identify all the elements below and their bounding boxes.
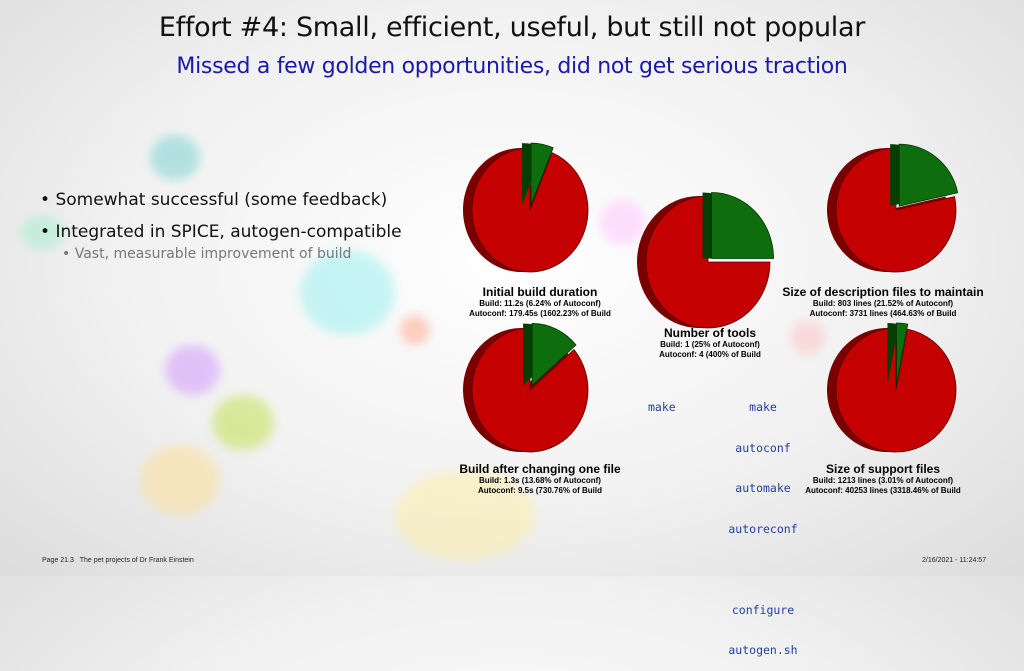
pie-initial-build bbox=[462, 142, 589, 273]
sub-bullet-item: Vast, measurable improvement of build bbox=[62, 246, 460, 262]
chart-label-autoconf: Autoconf: 4 (400% of Build bbox=[659, 350, 761, 359]
background-decoration bbox=[150, 135, 200, 180]
slide-subtitle: Missed a few golden opportunities, did n… bbox=[176, 54, 848, 79]
caption-support-files: Size of support files Build: 1213 lines … bbox=[780, 462, 986, 496]
pie-slice-autoconf bbox=[645, 195, 771, 329]
chart-title: Number of tools bbox=[664, 326, 756, 340]
tool-name: make bbox=[648, 400, 676, 414]
tool-name: autoconf bbox=[735, 440, 791, 455]
bullet-item: Somewhat successful (some feedback) bbox=[40, 190, 460, 210]
pie-number-of-tools bbox=[637, 192, 774, 329]
chart-title: Build after changing one file bbox=[459, 462, 621, 476]
slide-title: Effort #4: Small, efficient, useful, but… bbox=[158, 12, 866, 43]
pie-slice-autoconf bbox=[471, 327, 589, 453]
chart-label-build: Build: 1.3s (13.68% of Autoconf) bbox=[479, 476, 601, 485]
tool-name: make bbox=[749, 400, 777, 414]
caption-description-size: Size of description files to maintain Bu… bbox=[765, 285, 1001, 319]
background-decoration bbox=[600, 200, 645, 245]
pie-support-files bbox=[826, 322, 957, 453]
autoconf-tools-list: make autoconf automake autoreconf config… bbox=[728, 374, 798, 671]
chart-title: Size of description files to maintain bbox=[782, 285, 984, 299]
tool-name bbox=[728, 563, 798, 577]
pie-slice-build bbox=[711, 192, 774, 259]
chart-label-build: Build: 11.2s (6.24% of Autoconf) bbox=[479, 299, 601, 308]
chart-label-build: Build: 1213 lines (3.01% of Autoconf) bbox=[812, 476, 954, 485]
pie-charts bbox=[462, 142, 959, 453]
tool-name: automake bbox=[735, 481, 791, 495]
bullet-item: Integrated in SPICE, autogen-compatible bbox=[40, 222, 460, 242]
pie-slice-autoconf bbox=[835, 327, 957, 453]
chart-label-build: Build: 803 lines (21.52% of Autoconf) bbox=[812, 299, 954, 308]
chart-title: Initial build duration bbox=[482, 285, 598, 299]
chart-label-build: Build: 1 (25% of Autoconf) bbox=[660, 340, 760, 349]
tool-name: autogen.sh bbox=[728, 643, 798, 657]
page-number: Page 21.3 bbox=[42, 557, 74, 564]
chart-label-autoconf: Autoconf: 3731 lines (464.63% of Build bbox=[809, 309, 957, 318]
pie-slice-autoconf bbox=[471, 147, 589, 273]
pie-description-size bbox=[827, 143, 959, 273]
chart-label-autoconf: Autoconf: 9.5s (730.76% of Build bbox=[477, 486, 603, 495]
caption-initial-build: Initial build duration Build: 11.2s (6.2… bbox=[440, 285, 640, 319]
footer-date: 2/16/2021 - 11:24:57 bbox=[922, 557, 987, 564]
pie-build-after-change bbox=[462, 323, 589, 453]
pie-slice-build bbox=[530, 142, 554, 206]
bullet-list: Somewhat successful (some feedback) Inte… bbox=[40, 190, 460, 262]
background-decoration bbox=[212, 395, 274, 450]
footer-page: Page 21.3 The pet projects of Dr Frank E… bbox=[42, 557, 194, 564]
background-decoration bbox=[300, 250, 395, 335]
tool-name: configure bbox=[731, 602, 795, 617]
chart-label-autoconf: Autoconf: 179.45s (1602.23% of Build bbox=[469, 309, 611, 318]
pie-slice-build bbox=[531, 323, 577, 387]
pie-slice-depth bbox=[887, 323, 899, 386]
pie-slice-autoconf bbox=[835, 147, 957, 273]
chart-title: Size of support files bbox=[825, 462, 940, 476]
background-decoration bbox=[790, 320, 825, 355]
talk-title: The pet projects of Dr Frank Einstein bbox=[79, 557, 194, 564]
pie-slice-build bbox=[896, 322, 909, 386]
caption-number-of-tools: Number of tools Build: 1 (25% of Autocon… bbox=[610, 326, 810, 360]
chart-label-autoconf: Autoconf: 40253 lines (3318.46% of Build bbox=[805, 486, 961, 495]
caption-build-after-change: Build after changing one file Build: 1.3… bbox=[440, 462, 640, 496]
pie-slice-build bbox=[898, 143, 959, 207]
build-tools-list: make bbox=[648, 374, 676, 428]
background-decoration bbox=[140, 445, 220, 515]
background-decoration bbox=[395, 470, 535, 560]
background-decoration bbox=[400, 315, 430, 345]
tool-name: autoreconf bbox=[728, 521, 798, 536]
background-decoration bbox=[165, 345, 220, 395]
